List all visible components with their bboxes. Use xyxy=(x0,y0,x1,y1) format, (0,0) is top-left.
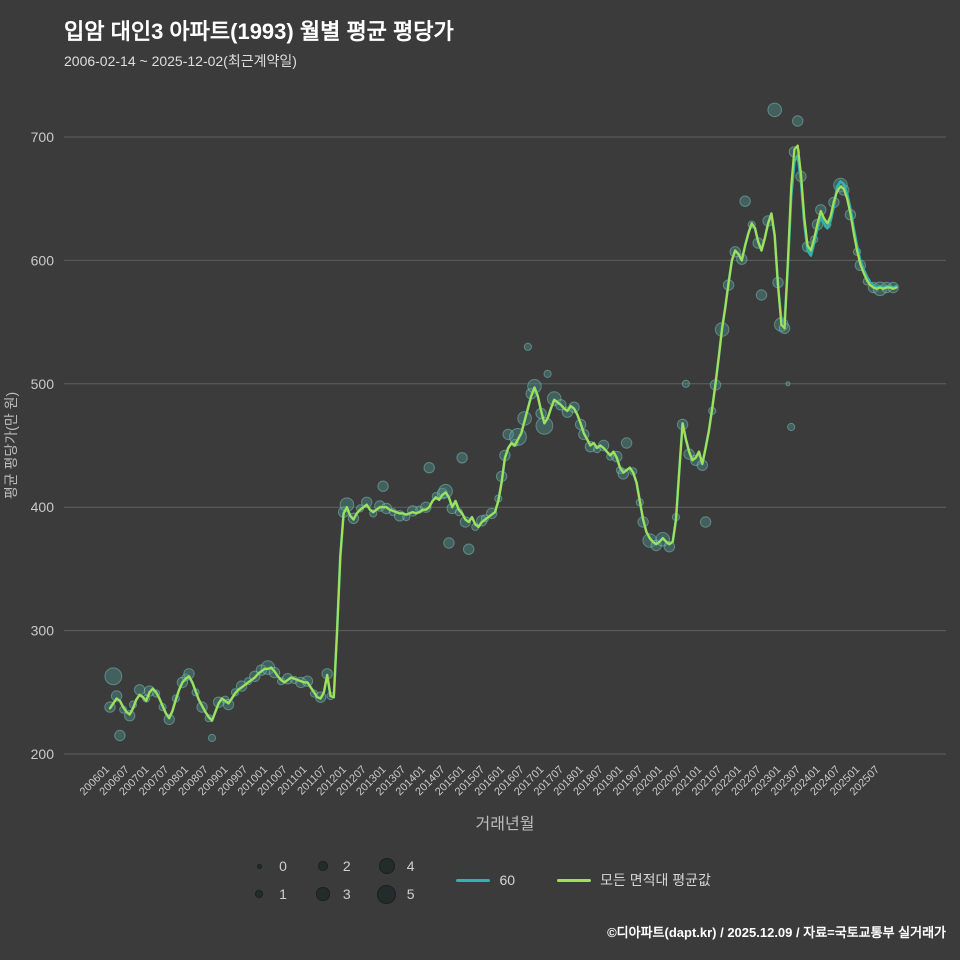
data-bubble[interactable] xyxy=(463,543,475,555)
legend-series-60[interactable]: 60 xyxy=(456,872,515,888)
data-bubble[interactable] xyxy=(739,195,751,207)
data-bubble[interactable] xyxy=(642,533,658,548)
data-bubble[interactable] xyxy=(110,690,123,702)
size-legend-value: 3 xyxy=(342,886,351,902)
x-axis-title: 거래년월 xyxy=(476,815,535,833)
data-bubble[interactable] xyxy=(792,115,804,127)
data-bubble[interactable] xyxy=(523,342,533,351)
y-tick-label: 700 xyxy=(31,129,55,145)
size-dot-box xyxy=(377,884,397,904)
size-dot-icon xyxy=(378,857,395,875)
data-bubble[interactable] xyxy=(502,428,514,441)
size-dot-icon xyxy=(255,890,263,898)
data-bubble[interactable] xyxy=(787,422,796,432)
size-dot-icon xyxy=(377,884,397,904)
y-tick-label: 600 xyxy=(31,252,55,268)
series-avg-swatch-icon xyxy=(557,878,592,882)
size-legend-value: 2 xyxy=(342,858,351,874)
size-dot-icon xyxy=(316,887,330,901)
size-legend-item: 4 xyxy=(377,856,415,876)
size-dot-box xyxy=(313,856,333,876)
size-legend-item: 3 xyxy=(313,884,351,904)
series-line-1 xyxy=(108,144,898,722)
size-dot-box xyxy=(377,856,397,876)
data-bubble[interactable] xyxy=(456,452,468,464)
size-legend-item: 2 xyxy=(313,856,351,876)
data-bubble[interactable] xyxy=(767,102,783,118)
data-bubble[interactable] xyxy=(443,537,455,549)
data-bubble[interactable] xyxy=(620,437,633,449)
chart-legend: 0 1 2 3 4 5 60 모든 면적대 평균값 xyxy=(0,848,960,912)
size-dot-box xyxy=(249,884,269,904)
size-legend-value: 0 xyxy=(279,858,287,874)
series-60-label: 60 xyxy=(499,872,516,888)
y-tick-label: 500 xyxy=(31,376,55,392)
footer-credit: ©디아파트(dapt.kr) / 2025.12.09 / 자료=국토교통부 실… xyxy=(607,925,946,940)
price-chart[interactable]: 200 300 400 500 600 700 200601 200607 200701 2007… xyxy=(0,72,960,842)
y-tick-label: 300 xyxy=(31,623,55,639)
series-avg-label: 모든 면적대 평균값 xyxy=(600,872,711,888)
y-axis-title: 평균 평당가(만 원) xyxy=(3,392,19,499)
size-legend-value: 5 xyxy=(406,886,415,902)
size-legend-value: 1 xyxy=(279,886,287,902)
data-bubble[interactable] xyxy=(339,497,355,513)
y-tick-label: 400 xyxy=(31,499,55,515)
page-title: 입암 대인3 아파트(1993) 월별 평균 평당가 xyxy=(64,19,454,44)
size-legend-item: 5 xyxy=(377,884,415,904)
data-bubble[interactable] xyxy=(423,462,435,474)
data-bubble[interactable] xyxy=(535,416,554,435)
chart-header: 입암 대인3 아파트(1993) 월별 평균 평당가 2006-02-14 ~ … xyxy=(0,0,960,72)
legend-series-avg[interactable]: 모든 면적대 평균값 xyxy=(557,870,711,890)
size-dot-icon xyxy=(317,860,329,872)
data-bubble[interactable] xyxy=(755,289,768,301)
size-legend-value: 4 xyxy=(406,858,415,874)
size-dot-box xyxy=(313,884,333,904)
date-range-subtitle: 2006-02-14 ~ 2025-12-02(최근계약일) xyxy=(64,53,297,69)
data-bubble[interactable] xyxy=(663,541,676,553)
series-60-swatch-icon xyxy=(456,878,491,882)
data-bubble[interactable] xyxy=(377,480,389,492)
size-legend-item: 1 xyxy=(249,884,287,904)
data-bubble[interactable] xyxy=(361,496,373,508)
data-bubble[interactable] xyxy=(207,733,217,743)
chart-canvas[interactable]: 2003004005006007002006012006072007012007… xyxy=(0,72,960,842)
data-bubble[interactable] xyxy=(785,381,791,387)
series-line-0 xyxy=(108,154,898,723)
bubble-size-legend: 0 1 2 3 4 5 xyxy=(249,852,414,908)
data-bubble[interactable] xyxy=(104,667,123,686)
data-bubble[interactable] xyxy=(681,379,691,388)
data-bubble[interactable] xyxy=(114,729,126,742)
data-bubble[interactable] xyxy=(699,516,712,528)
size-dot-icon xyxy=(256,863,262,869)
y-tick-label: 200 xyxy=(31,746,55,762)
size-legend-item: 0 xyxy=(249,856,287,876)
data-bubble[interactable] xyxy=(543,369,552,378)
size-dot-box xyxy=(249,856,269,876)
data-bubble[interactable] xyxy=(872,281,888,297)
data-bubble[interactable] xyxy=(133,684,146,696)
